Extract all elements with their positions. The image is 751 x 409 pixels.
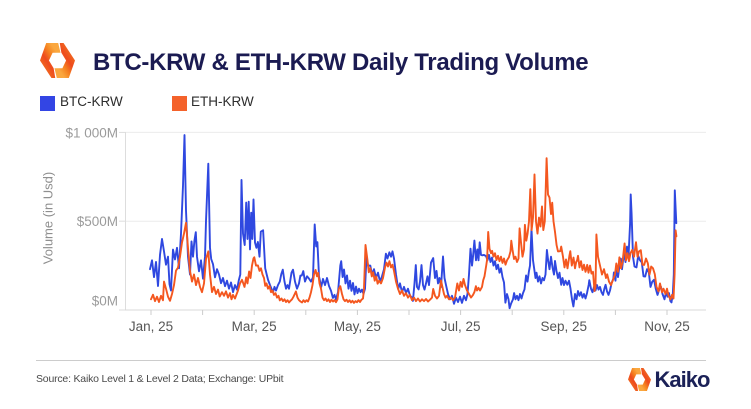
- svg-text:$1 000M: $1 000M: [65, 125, 118, 140]
- svg-text:Jan, 25: Jan, 25: [129, 319, 173, 334]
- svg-text:$500M: $500M: [77, 214, 118, 229]
- svg-text:Mar, 25: Mar, 25: [232, 319, 277, 334]
- svg-text:Sep, 25: Sep, 25: [541, 319, 588, 334]
- svg-text:May, 25: May, 25: [334, 319, 381, 334]
- svg-text:Nov, 25: Nov, 25: [644, 319, 690, 334]
- svg-text:Volume (in Usd): Volume (in Usd): [41, 172, 56, 264]
- svg-text:$0M: $0M: [92, 294, 118, 309]
- svg-text:Jul, 25: Jul, 25: [441, 319, 481, 334]
